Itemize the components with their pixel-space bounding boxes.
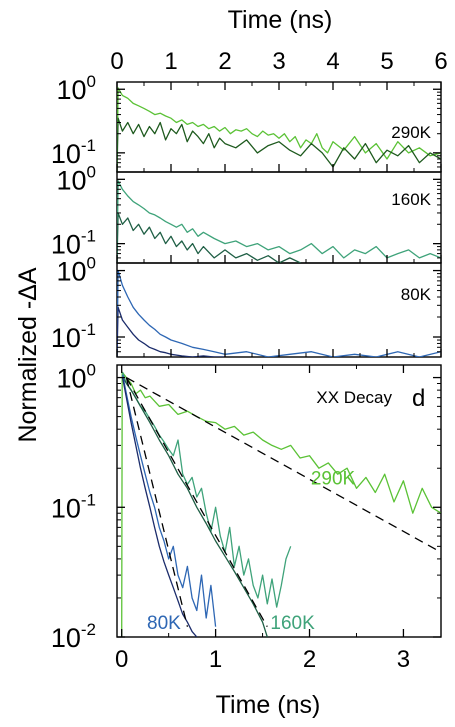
ytick-label-0-0: 100 <box>56 72 96 105</box>
xtick-label-0-1: 1 <box>164 48 177 75</box>
panel-frame-1 <box>116 171 442 264</box>
ytick-label-base: 10 <box>51 623 81 653</box>
series-line-0-0 <box>117 87 441 172</box>
ytick-label-0-1: 10-1 <box>51 136 96 169</box>
top-axis-label: Time (ns) <box>228 6 333 34</box>
ytick-label-base: 10 <box>56 257 86 287</box>
ytick-label-1-1: 10-1 <box>51 227 96 260</box>
series-line-1-0 <box>117 180 441 263</box>
xtick-label-0-0: 0 <box>110 48 123 75</box>
ytick-label-exponent: -1 <box>81 490 96 509</box>
xtick-label-0-3: 3 <box>272 48 285 75</box>
panel-label-290k: 290K <box>391 123 431 142</box>
panel-frame-2 <box>116 262 442 358</box>
ytick-label-2-1: 10-1 <box>51 320 96 353</box>
series-line-3-2 <box>122 377 268 637</box>
ytick-label-exponent: -2 <box>81 620 96 639</box>
xtick-label-3-0: 0 <box>115 646 128 673</box>
xtick-label-0-2: 2 <box>218 48 231 75</box>
series-line-1-1 <box>117 212 301 263</box>
xtick-label-3-3: 3 <box>397 646 410 673</box>
ytick-label-3-1: 10-1 <box>51 490 96 523</box>
y-axis-label: Normalized -ΔA <box>14 267 42 442</box>
series-line-0-1 <box>117 117 441 172</box>
xtick-label-3-2: 2 <box>303 646 316 673</box>
series-line-3-4 <box>121 377 198 637</box>
panel-label-80k: 80K <box>401 285 432 304</box>
ytick-label-exponent: -1 <box>81 136 96 155</box>
series-line-3-3 <box>121 374 217 627</box>
panel-label-160k: 160K <box>391 190 431 209</box>
axis-ticks <box>116 82 442 638</box>
ytick-label-exponent: -1 <box>81 227 96 246</box>
fit-line-3-1 <box>125 377 268 628</box>
ytick-label-1-0: 100 <box>56 162 96 195</box>
ytick-label-base: 10 <box>51 493 81 523</box>
ytick-label-base: 10 <box>56 364 86 394</box>
ytick-label-exponent: 0 <box>87 361 96 380</box>
ytick-label-exponent: 0 <box>87 254 96 273</box>
series-line-2-1 <box>117 306 225 357</box>
ytick-label-3-0: 100 <box>56 361 96 394</box>
series-line-3-0 <box>121 371 441 637</box>
ytick-label-base: 10 <box>51 139 81 169</box>
annotation-0: 290K <box>311 468 356 489</box>
ytick-label-2-0: 100 <box>56 254 96 287</box>
ytick-label-exponent: 0 <box>87 72 96 91</box>
ytick-label-exponent: -1 <box>81 320 96 339</box>
xtick-label-0-4: 4 <box>326 48 339 75</box>
ytick-label-base: 10 <box>56 75 86 105</box>
annotation-2: 80K <box>147 613 181 634</box>
ytick-label-base: 10 <box>56 165 86 195</box>
ytick-label-3-2: 10-2 <box>51 620 96 653</box>
ytick-label-base: 10 <box>51 230 81 260</box>
data-series <box>117 87 441 637</box>
xtick-label-0-6: 6 <box>434 48 447 75</box>
annotation-1: 160K <box>270 613 315 634</box>
xtick-label-0-5: 5 <box>380 48 393 75</box>
ytick-label-exponent: 0 <box>87 162 96 181</box>
series-line-3-1 <box>121 371 292 608</box>
series-line-2-0 <box>117 269 441 357</box>
bottom-axis-label: Time (ns) <box>216 691 321 719</box>
panel-label-xx-decay: XX Decay <box>316 388 392 407</box>
fit-line-3-2 <box>125 377 189 627</box>
panel-frame-3 <box>116 364 442 638</box>
xtick-label-3-1: 1 <box>209 646 222 673</box>
panel-letter-d: d <box>412 385 425 412</box>
ytick-label-base: 10 <box>51 323 81 353</box>
